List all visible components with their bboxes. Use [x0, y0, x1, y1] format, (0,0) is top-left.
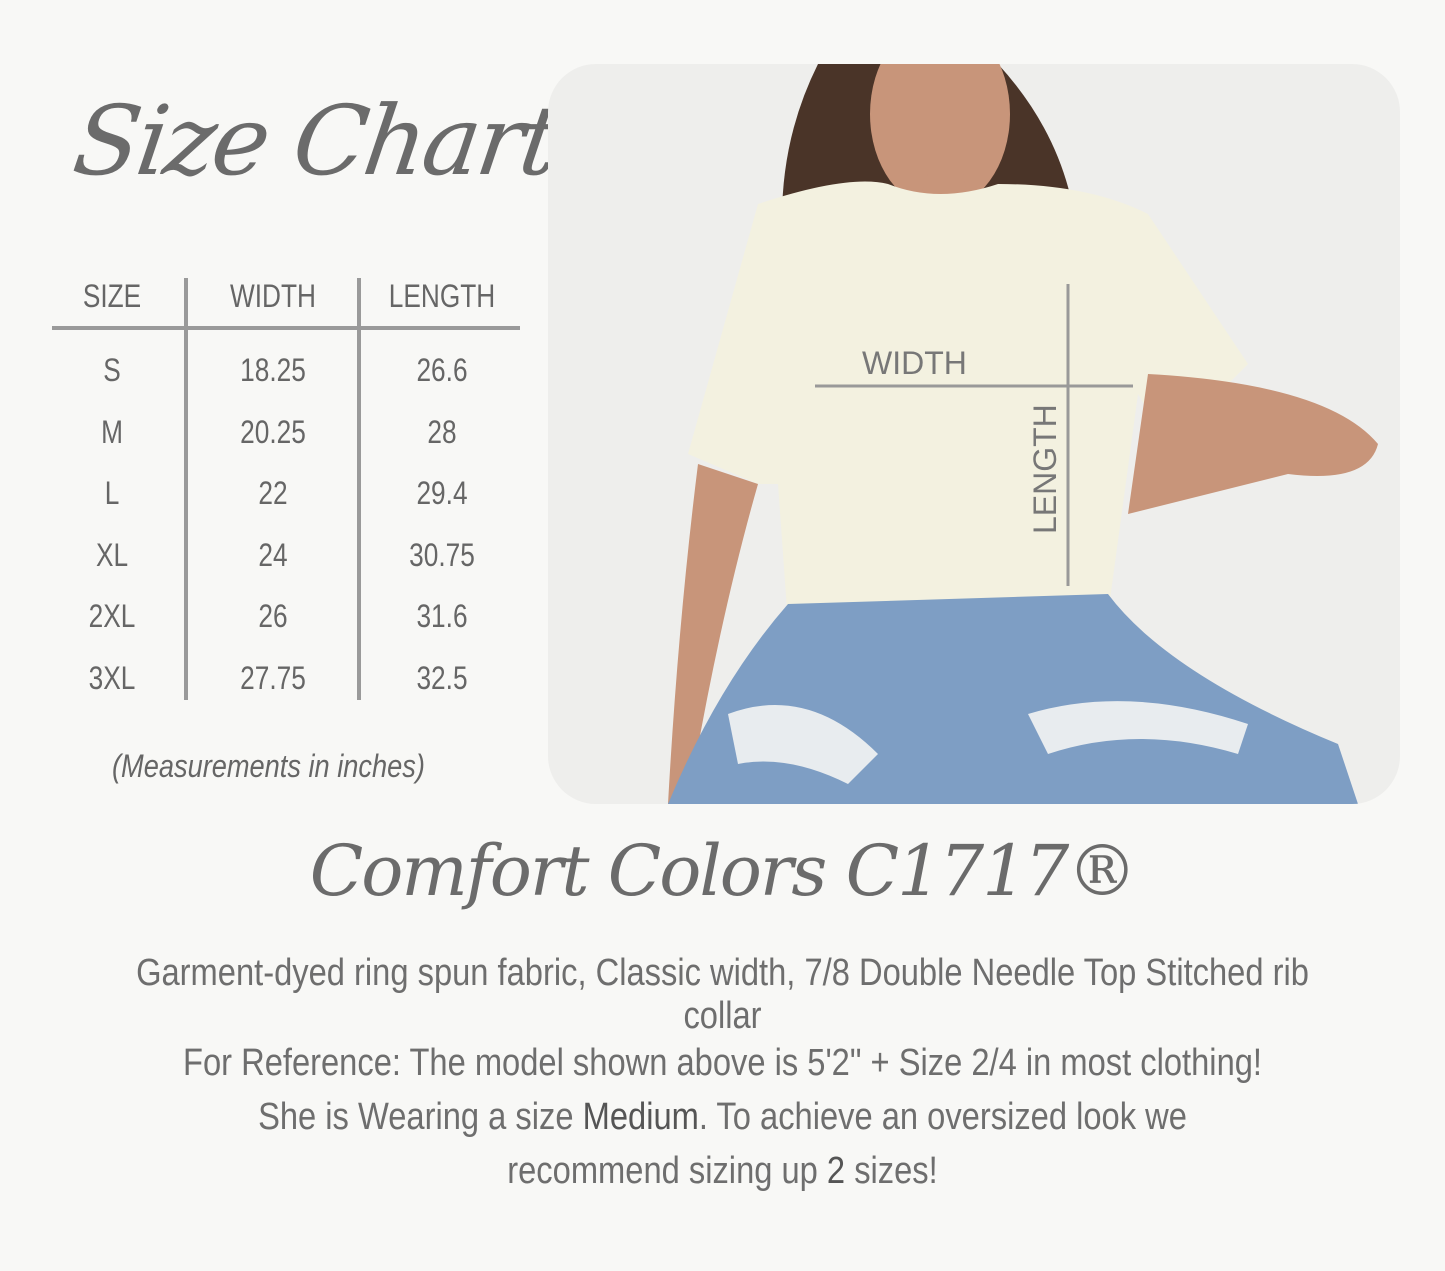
reference-line: She is Wearing a size Medium. To achieve… — [101, 1090, 1344, 1144]
table-cell: 26 — [258, 598, 288, 634]
text: . To achieve an oversized look we — [698, 1096, 1187, 1138]
reference-line: For Reference: The model shown above is … — [182, 1042, 1263, 1084]
table-cell: 26.6 — [416, 352, 468, 388]
table-cell: 2XL — [88, 598, 136, 634]
table-cell: 30.75 — [409, 536, 475, 573]
text: sizes! — [845, 1150, 938, 1192]
table-cell: 22 — [258, 475, 288, 511]
table-cell: 18.25 — [240, 352, 306, 388]
table-cell: S — [103, 352, 121, 388]
measurement-note: (Measurements in inches) — [112, 748, 425, 784]
size-highlight: Medium — [582, 1096, 699, 1138]
table-cell: XL — [95, 536, 129, 573]
product-description: Garment-dyed ring spun fabric, Classic w… — [136, 952, 1309, 1037]
table-cell: 24 — [258, 536, 288, 573]
column-header: WIDTH — [230, 278, 316, 314]
text: recommend sizing up — [507, 1150, 827, 1192]
size-up-highlight: 2 — [826, 1150, 846, 1192]
brand-title: Comfort Colors C1717® — [309, 830, 1138, 912]
table-cell: 32.5 — [416, 659, 468, 696]
table-cell: L — [104, 475, 120, 511]
text: She is Wearing a size — [258, 1096, 583, 1138]
table-cell: 31.6 — [416, 598, 468, 634]
table-cell: 3XL — [88, 659, 136, 696]
table-cell: 20.25 — [240, 413, 306, 450]
length-label: LENGTH — [1027, 404, 1063, 534]
table-cell: 29.4 — [416, 475, 468, 511]
table-cell: M — [101, 413, 123, 450]
size-table: SIZE WIDTH LENGTH S 18.25 26.6 M 20.25 28 L 22 29.4… — [52, 270, 520, 700]
column-header: SIZE — [82, 278, 142, 314]
header-divider — [52, 326, 520, 330]
page-title: Size Chart — [67, 85, 565, 197]
reference-line: recommend sizing up 2 sizes! — [101, 1144, 1344, 1198]
column-divider — [184, 278, 188, 700]
reference-text: For Reference: The model shown above is … — [101, 1036, 1344, 1198]
table-cell: 27.75 — [240, 659, 306, 696]
column-header: LENGTH — [388, 278, 496, 314]
table-cell: 28 — [427, 413, 457, 450]
model-photo: WIDTH LENGTH — [548, 64, 1400, 804]
column-divider — [357, 278, 361, 700]
width-label: WIDTH — [862, 345, 967, 381]
